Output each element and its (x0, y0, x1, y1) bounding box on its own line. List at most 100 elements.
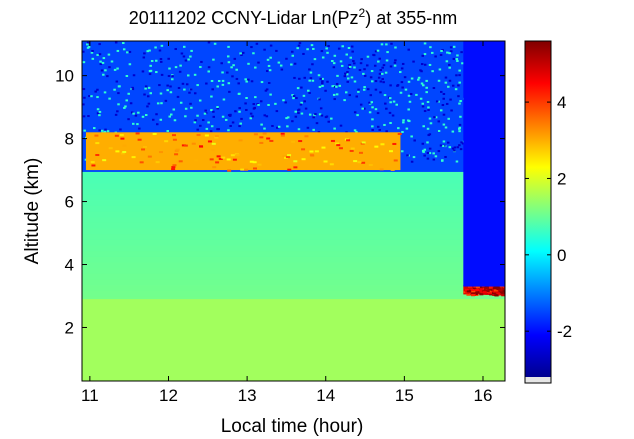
noise-cell (213, 42, 217, 45)
noise-cell (298, 77, 301, 80)
noise-cell (341, 45, 344, 48)
noise-cell (378, 128, 381, 131)
noise-cell (366, 55, 370, 58)
noise-cell (459, 100, 462, 103)
noise-cell (181, 82, 185, 85)
noise-cell (384, 102, 387, 105)
feature-cell (120, 152, 125, 155)
noise-cell (148, 73, 152, 76)
feature-cell (493, 285, 498, 288)
noise-cell (333, 85, 336, 88)
feature-cell (349, 149, 354, 152)
noise-cell (212, 110, 215, 113)
noise-cell (443, 144, 446, 147)
noise-cell (83, 96, 86, 99)
heatmap-band (82, 233, 505, 240)
noise-cell (136, 123, 139, 126)
y-tick-label: 10 (55, 67, 74, 86)
feature-cell (293, 160, 298, 163)
noise-cell (406, 154, 409, 157)
noise-cell (156, 102, 160, 105)
noise-cell (280, 68, 284, 71)
noise-cell (461, 142, 465, 145)
feature-cell (464, 286, 469, 289)
noise-cell (444, 76, 448, 79)
noise-cell (347, 67, 351, 70)
noise-cell (366, 64, 369, 67)
feature-cell (494, 294, 499, 297)
noise-cell (259, 100, 263, 103)
feature-cell (171, 166, 176, 169)
y-axis: 2 4 6 8 10 (55, 67, 505, 337)
noise-cell (432, 158, 436, 161)
feature-cell (280, 132, 285, 135)
noise-cell (403, 76, 407, 79)
noise-cell (142, 56, 146, 59)
noise-cell (353, 66, 356, 69)
noise-cell (224, 118, 228, 121)
noise-cell (429, 122, 433, 125)
heatmap-band (82, 239, 505, 246)
noise-cell (122, 42, 125, 45)
noise-cell (110, 60, 114, 63)
noise-cell (268, 69, 272, 72)
noise-cell (363, 86, 366, 89)
heatmap-band (82, 256, 505, 263)
noise-cell (458, 130, 461, 133)
noise-cell (460, 141, 463, 144)
feature-cell (214, 135, 219, 138)
noise-cell (182, 45, 186, 48)
noise-cell (376, 112, 380, 115)
noise-cell (452, 45, 456, 48)
noise-cell (456, 60, 459, 63)
noise-cell (363, 68, 366, 71)
noise-cell (238, 110, 241, 113)
noise-cell (297, 112, 300, 115)
noise-cell (184, 59, 188, 62)
heatmap-band (82, 63, 505, 70)
x-tick-label: 11 (81, 386, 99, 405)
noise-cell (266, 58, 270, 61)
noise-cell (379, 69, 383, 72)
noise-cell (117, 103, 120, 106)
noise-cell (245, 108, 248, 111)
noise-cell (169, 91, 173, 94)
noise-cell (255, 42, 259, 45)
noise-cell (390, 42, 393, 45)
noise-cell (339, 60, 343, 63)
noise-cell (144, 85, 148, 88)
noise-cell (107, 53, 111, 56)
noise-cell (308, 113, 312, 116)
feature-cell (235, 153, 240, 156)
noise-cell (456, 146, 460, 149)
noise-cell (169, 113, 173, 116)
noise-cell (372, 53, 375, 56)
noise-cell (116, 67, 119, 70)
noise-cell (184, 115, 187, 118)
noise-cell (238, 107, 241, 110)
noise-cell (168, 67, 171, 70)
noise-cell (231, 75, 234, 78)
feature-cell (298, 140, 303, 143)
noise-cell (360, 58, 363, 61)
title-suffix: ) at 355-nm (365, 8, 457, 28)
feature-cell (474, 293, 479, 296)
noise-cell (251, 115, 254, 118)
noise-cell (98, 110, 102, 113)
x-tick-label: 12 (159, 386, 178, 405)
noise-cell (193, 92, 197, 95)
noise-cell (102, 57, 106, 60)
feature-cell (120, 137, 125, 140)
noise-cell (226, 71, 229, 74)
heatmap-band (82, 86, 505, 93)
noise-cell (366, 88, 370, 91)
feature-cell (500, 291, 505, 294)
noise-cell (179, 64, 182, 67)
noise-cell (355, 131, 358, 134)
noise-cell (309, 71, 313, 74)
noise-cell (164, 99, 168, 102)
feature-cell (147, 155, 152, 158)
noise-cell (263, 114, 266, 117)
noise-cell (237, 82, 240, 85)
feature-cell (91, 164, 96, 167)
